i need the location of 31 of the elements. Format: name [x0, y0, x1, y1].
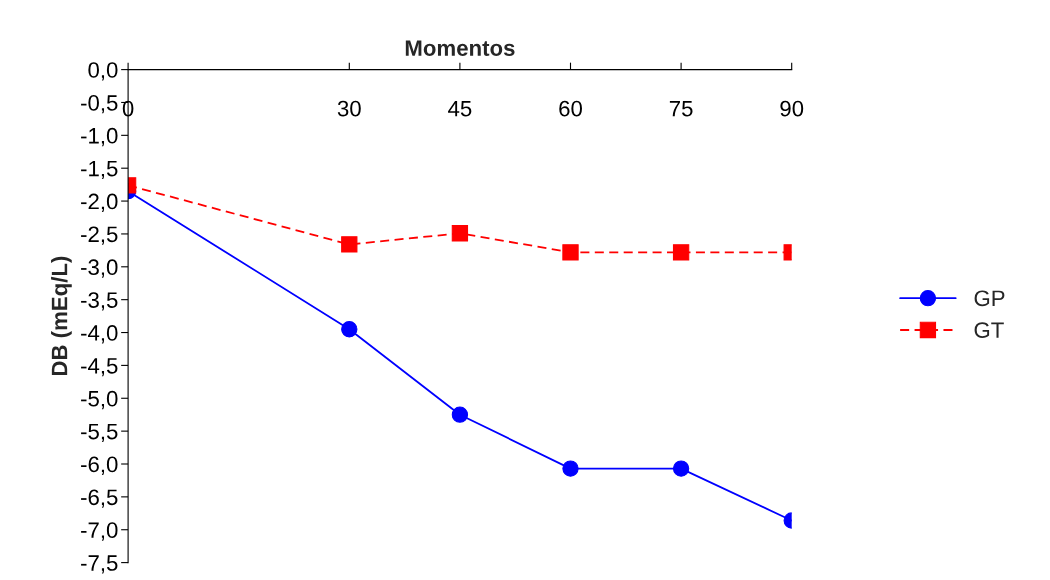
y-axis-title: DB (mEq/L): [51, 256, 72, 376]
legend-label: GP: [974, 290, 1005, 307]
y-tick-label: -4,5: [81, 358, 118, 377]
x-axis-title: Momentos: [405, 40, 515, 56]
y-tick-label: -4,0: [81, 325, 118, 344]
y-tick-label: -6,0: [81, 456, 118, 475]
y-tick-label: -5,5: [81, 423, 118, 443]
y-tick-label: -3,0: [81, 259, 118, 278]
y-tick-label: -5,0: [81, 390, 118, 410]
y-tick-label: -7,0: [81, 522, 118, 541]
y-tick-label: -3,5: [81, 292, 118, 311]
x-tick-label: 45: [448, 100, 472, 117]
x-tick-label: 30: [337, 100, 361, 117]
y-tick-label: -2,0: [81, 193, 118, 212]
y-tick-label: 0,0: [88, 62, 118, 81]
x-tick-label: 60: [559, 100, 582, 117]
y-tick-label: -6,5: [81, 489, 118, 508]
y-tick-label: -1,0: [81, 127, 118, 147]
point: [451, 406, 469, 423]
legend-label: GT: [974, 322, 1004, 338]
point: [451, 225, 469, 242]
x-tick-label: 75: [669, 100, 693, 117]
y-tick-label: -1,5: [81, 160, 118, 180]
point: [562, 460, 579, 477]
point: [562, 244, 579, 261]
y-tick-label: -7,5: [81, 555, 118, 574]
point: [341, 321, 358, 338]
y-tick-label: -2,5: [81, 226, 118, 245]
x-tick-label: 90: [780, 100, 804, 117]
point: [341, 236, 358, 253]
y-tick-label: -0,5: [81, 95, 118, 114]
